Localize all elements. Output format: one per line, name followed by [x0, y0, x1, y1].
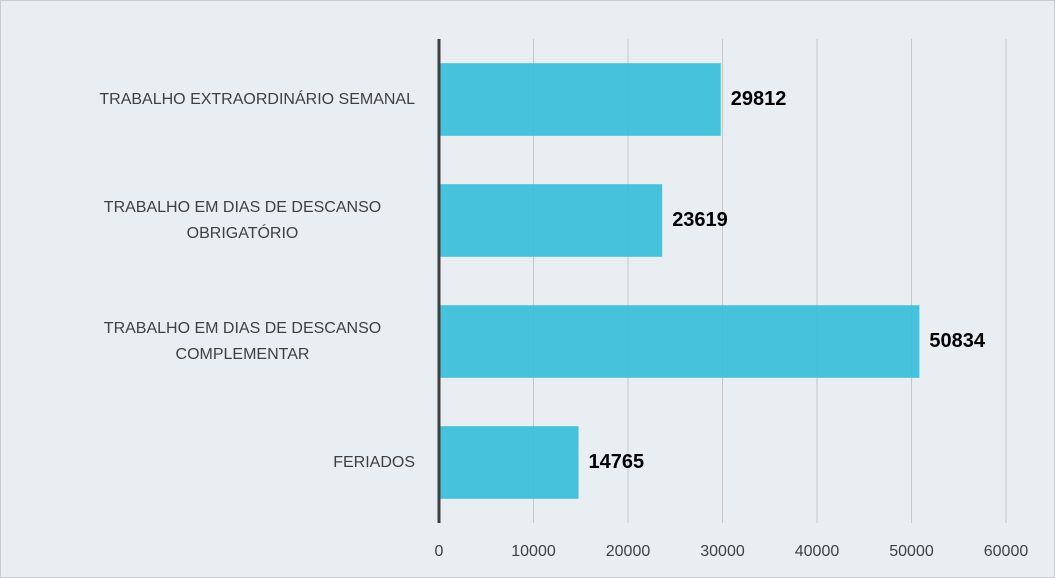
bar [439, 63, 721, 136]
y-tick-label: TRABALHO EM DIAS DE DESCANSO OBRIGATÓRIO [103, 198, 382, 242]
bar [439, 305, 920, 378]
data-label: 50834 [929, 330, 985, 352]
x-tick-label: 0 [435, 543, 444, 560]
data-label: 23619 [672, 209, 728, 231]
y-tick-label: TRABALHO EM DIAS DE DESCANSO COMPLEMENTA… [103, 319, 382, 363]
data-label: 14765 [589, 451, 645, 473]
x-tick-label: 60000 [984, 543, 1029, 560]
bar [439, 184, 663, 257]
bar [439, 426, 579, 499]
x-tick-label: 10000 [511, 543, 556, 560]
y-tick-label: FERIADOS [333, 453, 415, 471]
y-tick-label: TRABALHO EXTRAORDINÁRIO SEMANAL [99, 90, 415, 108]
x-tick-label: 30000 [700, 543, 745, 560]
data-label: 29812 [731, 88, 787, 110]
x-tick-label: 50000 [889, 543, 934, 560]
x-tick-label: 40000 [795, 543, 840, 560]
x-tick-label: 20000 [606, 543, 651, 560]
